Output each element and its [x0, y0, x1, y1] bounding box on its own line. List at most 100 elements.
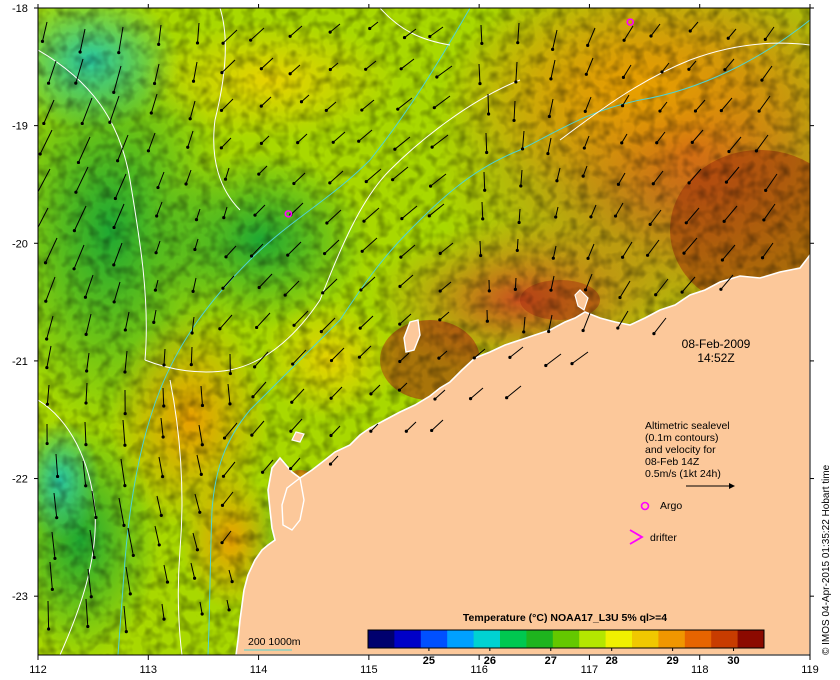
velocity-vector	[401, 205, 418, 219]
velocity-vector	[621, 133, 628, 144]
velocity-vector-head	[124, 630, 128, 634]
velocity-vector	[400, 58, 415, 70]
velocity-vector-head	[331, 140, 335, 144]
velocity-vector-head	[255, 325, 259, 330]
velocity-vector-head	[432, 106, 436, 110]
velocity-vector-head	[760, 256, 765, 260]
velocity-vector	[55, 453, 59, 477]
velocity-vector-head	[283, 293, 287, 297]
velocity-vector	[41, 21, 48, 42]
velocity-vector	[582, 165, 588, 177]
velocity-vector-head	[520, 147, 525, 151]
velocity-vector	[513, 100, 516, 121]
velocity-vector	[522, 130, 525, 149]
velocity-vector	[113, 242, 123, 266]
colorbar-title: Temperature (°C) NOAA17_L3U 5% ql>=4	[463, 612, 667, 624]
velocity-vector	[194, 238, 199, 250]
velocity-vector-head	[508, 355, 512, 359]
lat-tick-label: -22	[12, 474, 28, 486]
velocity-vector-head	[85, 369, 89, 373]
velocity-vector-head	[74, 190, 78, 194]
lon-tick-label: 115	[360, 664, 378, 676]
lat-tick-label: -21	[12, 356, 28, 368]
velocity-vector	[221, 98, 234, 111]
velocity-vector-head	[40, 39, 45, 43]
velocity-vector-head	[45, 337, 49, 341]
velocity-vector-head	[227, 608, 231, 612]
small-island	[291, 431, 305, 443]
velocity-vector	[514, 277, 517, 290]
velocity-vector	[550, 275, 555, 291]
velocity-vector	[256, 312, 271, 328]
velocity-vector	[162, 387, 165, 407]
velocity-vector	[548, 98, 554, 117]
velocity-vector	[653, 317, 667, 334]
velocity-vector	[258, 273, 273, 288]
velocity-vector	[293, 172, 306, 184]
velocity-vector	[258, 165, 268, 175]
velocity-vector-head	[357, 355, 362, 359]
velocity-vector	[650, 23, 661, 37]
velocity-vector-head	[364, 67, 368, 71]
velocity-vector	[84, 421, 87, 445]
velocity-vector	[470, 387, 484, 400]
lon-tick-label: 113	[140, 664, 158, 676]
velocity-vector-head	[108, 120, 112, 124]
velocity-vector-head	[221, 286, 225, 290]
velocity-vector-head	[190, 331, 194, 335]
velocity-vector	[659, 101, 668, 112]
velocity-vector-head	[257, 172, 261, 176]
velocity-vector-head	[549, 288, 553, 292]
velocity-vector	[583, 135, 590, 149]
velocity-vector	[370, 423, 379, 432]
argo-float-marker	[284, 210, 293, 218]
velocity-vector	[292, 349, 307, 365]
velocity-vector	[552, 245, 557, 259]
velocity-vector	[405, 421, 417, 432]
velocity-vector-head	[478, 81, 482, 86]
velocity-vector	[685, 207, 700, 224]
velocity-vector-head	[328, 30, 332, 34]
velocity-vector-head	[72, 267, 76, 271]
lat-tick-label: -23	[12, 591, 28, 603]
colorbar-swatch	[500, 630, 527, 648]
velocity-vector-head	[250, 433, 254, 437]
velocity-vector	[124, 311, 130, 331]
velocity-vector	[431, 419, 444, 431]
velocity-vector-head	[83, 295, 88, 299]
velocity-vector-head	[620, 104, 625, 108]
velocity-vector	[261, 135, 270, 144]
velocity-vector	[86, 352, 90, 372]
lat-tick-label: -20	[12, 238, 28, 250]
velocity-vector	[46, 315, 54, 340]
velocity-vector-head	[358, 326, 362, 330]
lat-tick-label: -18	[12, 3, 28, 15]
velocity-vector	[225, 245, 237, 258]
velocity-vector-head	[42, 121, 46, 126]
velocity-vector	[222, 275, 235, 289]
velocity-vector-head	[651, 182, 655, 186]
velocity-vector	[439, 242, 454, 254]
velocity-vector-head	[505, 396, 509, 400]
colorbar-ticks: 25 26 27 28 29 30	[423, 648, 740, 667]
colorbar-tick-label: 26	[484, 655, 496, 667]
colorbar-swatches	[368, 630, 765, 648]
velocity-vector-head	[149, 111, 153, 115]
velocity-vector	[113, 65, 122, 93]
velocity-vector	[483, 171, 486, 191]
colorbar-tick-label: 28	[606, 655, 618, 667]
velocity-vector-head	[45, 366, 49, 370]
velocity-vector-head	[517, 220, 521, 225]
velocity-vector-head	[328, 67, 332, 72]
velocity-vector	[81, 97, 93, 124]
velocity-vector-head	[368, 26, 372, 31]
velocity-vector-head	[128, 592, 132, 596]
velocity-vector	[222, 29, 238, 44]
velocity-vector-head	[397, 388, 402, 392]
velocity-vector-head	[194, 218, 199, 222]
velocity-vector-head	[485, 319, 489, 323]
velocity-vector-head	[122, 523, 126, 527]
velocity-vector	[617, 172, 626, 185]
colorbar-tick-label: 29	[666, 655, 678, 667]
